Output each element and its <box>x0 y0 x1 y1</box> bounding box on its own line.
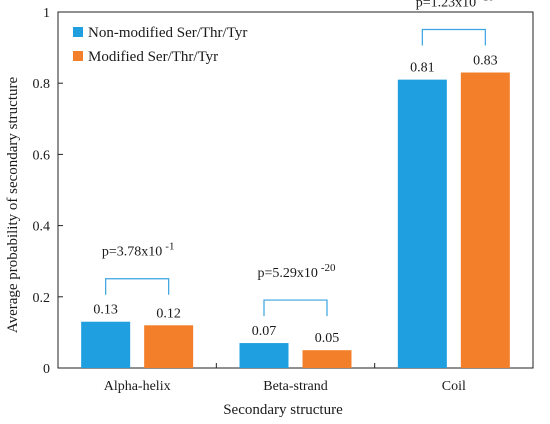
plot-frame <box>57 11 534 369</box>
p-value-label: p=3.78x10 -1 <box>102 241 175 260</box>
x-tick-label: Alpha-helix <box>104 379 171 394</box>
p-value-exponent: -10 <box>479 0 494 4</box>
significance-brackets: p=3.78x10-1 p=5.29x10 -20 p=1.23x10-10 <box>102 0 495 317</box>
bar-non-modified <box>397 79 447 368</box>
legend-swatch <box>73 27 83 37</box>
legend-label: Modified Ser/Thr/Tyr <box>88 49 218 65</box>
bar-modified <box>144 325 194 368</box>
data-label: 0.83 <box>473 54 498 69</box>
data-label: 0.13 <box>93 303 118 318</box>
y-tick-label: 0.4 <box>33 220 51 235</box>
legend-swatch <box>73 51 83 61</box>
y-tick-label: 1 <box>43 6 50 21</box>
p-value-exponent: -20 <box>321 262 336 274</box>
data-label: 0.12 <box>156 306 181 321</box>
legend: Non-modified Ser/Thr/Tyr Modified Ser/Thr… <box>73 25 247 65</box>
legend-label: Non-modified Ser/Thr/Tyr <box>88 25 247 41</box>
bar-non-modified <box>81 321 131 368</box>
y-tick-label: 0.6 <box>33 148 51 163</box>
p-value-exponent: -1 <box>165 241 174 253</box>
x-tick-label: Coil <box>442 379 466 394</box>
p-value-label: p=5.29x10 -20 <box>257 262 336 281</box>
p-value-base: p=3.78x10 <box>102 245 162 260</box>
p-value-base: p=5.29x10 <box>257 266 317 281</box>
p-value-label: p=1.23x10-10 <box>416 0 495 11</box>
data-label: 0.05 <box>315 331 340 346</box>
significance-bracket <box>421 28 486 46</box>
bars: 0.13 0.12 0.07 0.05 0.81 0.83 <box>81 54 510 369</box>
bar-non-modified <box>239 343 289 368</box>
data-label: 0.07 <box>252 324 277 339</box>
bar-modified <box>460 72 510 369</box>
x-axis-title: Secondary structure <box>223 402 343 418</box>
significance-bracket <box>263 299 328 317</box>
bar-modified <box>302 350 352 368</box>
y-tick-label: 0.8 <box>33 77 51 92</box>
y-axis-title: Average probability of secondary structu… <box>5 77 21 334</box>
data-label: 0.81 <box>410 61 435 76</box>
y-tick-label: 0.2 <box>33 291 51 306</box>
x-tick-label: Beta-strand <box>263 379 328 394</box>
p-value-base: p=1.23x10 <box>416 0 476 11</box>
significance-bracket <box>105 278 170 295</box>
y-tick-label: 0 <box>43 362 50 377</box>
